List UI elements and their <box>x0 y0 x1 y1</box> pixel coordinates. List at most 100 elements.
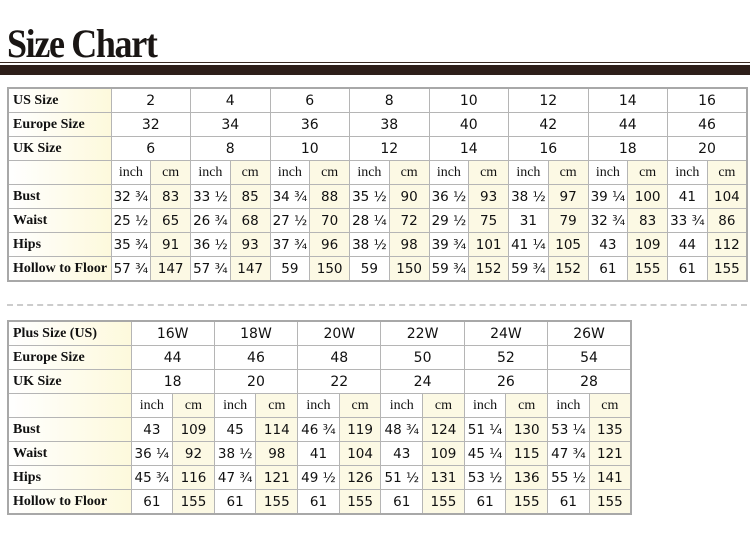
size-cell: 20 <box>213 369 299 394</box>
inch-value-cell: 61 <box>380 489 424 515</box>
unit-inch-header: inch <box>349 160 390 185</box>
size-row: US Size 2 4 6 8 10 12 14 16 <box>7 87 748 113</box>
inch-value-cell: 32 ¾ <box>587 208 629 233</box>
cm-value-cell: 98 <box>388 232 430 257</box>
size-cell: 38 <box>349 112 430 137</box>
unit-inch-header: inch <box>380 393 424 418</box>
size-cell: 50 <box>380 345 465 370</box>
unit-cm-header: cm <box>547 160 589 185</box>
inch-value-cell: 53 ¼ <box>547 417 590 442</box>
inch-value-cell: 61 <box>587 256 629 282</box>
cm-value-cell: 109 <box>172 417 215 442</box>
size-cell: 52 <box>463 345 549 370</box>
unit-inch-header: inch <box>428 160 470 185</box>
title-divider-bar <box>0 65 750 75</box>
standard-size-table: US Size 2 4 6 8 10 12 14 16 Europe Size 32 34 36 38 40… <box>7 87 748 282</box>
inch-value-cell: 61 <box>463 489 507 515</box>
size-cell: 46 <box>667 112 748 137</box>
inch-value-cell: 46 ¾ <box>297 417 340 442</box>
unit-inch-header: inch <box>297 393 340 418</box>
inch-value-cell: 26 ¾ <box>190 208 231 233</box>
size-cell: 48 <box>297 345 382 370</box>
cm-value-cell: 109 <box>627 232 668 257</box>
cm-value-cell: 155 <box>588 489 632 515</box>
size-cell: 22 <box>297 369 382 394</box>
size-cell: 46 <box>213 345 299 370</box>
cm-value-cell: 152 <box>547 256 589 282</box>
cm-value-cell: 155 <box>706 256 748 282</box>
cm-value-cell: 116 <box>172 465 215 490</box>
title-divider-thin <box>0 62 750 63</box>
size-cell: 6 <box>269 87 350 113</box>
cm-value-cell: 112 <box>706 232 748 257</box>
size-cell: 20 <box>667 136 748 161</box>
inch-value-cell: 38 ½ <box>508 184 549 209</box>
inch-value-cell: 25 ½ <box>110 208 152 233</box>
size-cell: 26 <box>463 369 549 394</box>
row-label: Bust <box>7 417 132 442</box>
row-label: Hips <box>7 232 112 257</box>
cm-value-cell: 130 <box>505 417 549 442</box>
inch-value-cell: 53 ½ <box>463 465 507 490</box>
size-cell: 24 <box>380 369 465 394</box>
size-cell: 10 <box>428 87 509 113</box>
inch-value-cell: 61 <box>130 489 174 515</box>
inch-value-cell: 59 ¾ <box>428 256 470 282</box>
size-cell: 28 <box>547 369 632 394</box>
inch-value-cell: 39 ¼ <box>587 184 629 209</box>
row-label: US Size <box>7 87 112 113</box>
cm-value-cell: 97 <box>547 184 589 209</box>
plus-size-table: Plus Size (US) 16W 18W 20W 22W 24W 26W Europe S… <box>7 320 632 515</box>
size-cell: 6 <box>110 136 191 161</box>
cm-value-cell: 75 <box>468 208 509 233</box>
unit-cm-header: cm <box>255 393 299 418</box>
row-label: Hollow to Floor <box>7 489 132 515</box>
inch-value-cell: 27 ½ <box>269 208 311 233</box>
cm-value-cell: 126 <box>338 465 382 490</box>
unit-inch-header: inch <box>508 160 549 185</box>
inch-value-cell: 51 ¼ <box>463 417 507 442</box>
cm-value-cell: 88 <box>309 184 350 209</box>
size-cell: 18 <box>587 136 668 161</box>
size-cell: 4 <box>190 87 271 113</box>
row-label: Waist <box>7 441 132 466</box>
measurement-row: Bust 32 ¾ 83 33 ½ 85 34 ¾ 88 35 ½ 90 36 ½ 93 38 ½ 97… <box>7 184 748 209</box>
size-cell: 18W <box>213 320 299 346</box>
size-cell: 44 <box>587 112 668 137</box>
cm-value-cell: 104 <box>706 184 748 209</box>
measurement-row: Hollow to Floor 61 155 61 155 61 155 61 155 61 155… <box>7 489 632 515</box>
cm-value-cell: 92 <box>172 441 215 466</box>
size-cell: 26W <box>547 320 632 346</box>
cm-value-cell: 121 <box>588 441 632 466</box>
inch-value-cell: 61 <box>213 489 257 515</box>
cm-value-cell: 147 <box>229 256 271 282</box>
size-cell: 36 <box>269 112 350 137</box>
cm-value-cell: 115 <box>505 441 549 466</box>
cm-value-cell: 72 <box>388 208 430 233</box>
unit-cm-header: cm <box>588 393 632 418</box>
unit-row: inch cm inch cm inch cm inch cm inch cm inch cm inch… <box>7 160 748 185</box>
cm-value-cell: 155 <box>422 489 465 515</box>
cm-value-cell: 131 <box>422 465 465 490</box>
row-label: Europe Size <box>7 112 112 137</box>
cm-value-cell: 119 <box>338 417 382 442</box>
cm-value-cell: 121 <box>255 465 299 490</box>
inch-value-cell: 28 ¼ <box>349 208 390 233</box>
row-label: Waist <box>7 208 112 233</box>
cm-value-cell: 114 <box>255 417 299 442</box>
cm-value-cell: 83 <box>627 208 668 233</box>
size-cell: 8 <box>349 87 430 113</box>
empty-label-cell <box>7 160 112 185</box>
cm-value-cell: 100 <box>627 184 668 209</box>
inch-value-cell: 61 <box>297 489 340 515</box>
inch-value-cell: 33 ½ <box>190 184 231 209</box>
cm-value-cell: 155 <box>627 256 668 282</box>
measurement-row: Waist 25 ½ 65 26 ¾ 68 27 ½ 70 28 ¼ 72 29 ½ 75 31 79 3… <box>7 208 748 233</box>
size-cell: 20W <box>297 320 382 346</box>
cm-value-cell: 150 <box>309 256 350 282</box>
cm-value-cell: 136 <box>505 465 549 490</box>
row-label: Hollow to Floor <box>7 256 112 282</box>
inch-value-cell: 57 ¾ <box>110 256 152 282</box>
